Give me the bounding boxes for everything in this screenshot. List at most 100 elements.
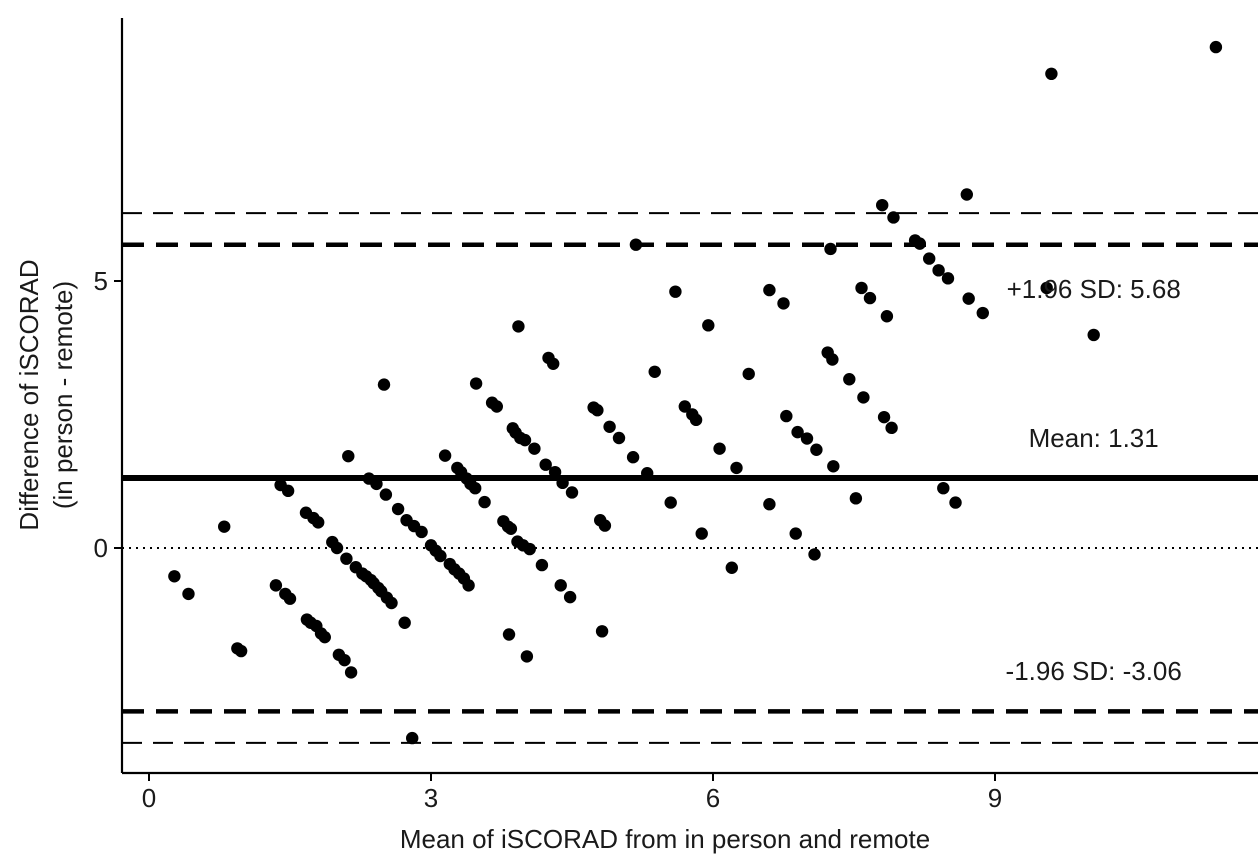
data-point xyxy=(960,188,973,201)
data-point xyxy=(763,498,776,511)
data-point xyxy=(523,542,536,556)
data-point xyxy=(469,377,483,390)
data-point xyxy=(556,476,569,490)
data-point xyxy=(512,320,525,333)
data-point xyxy=(502,628,516,641)
data-point xyxy=(887,211,900,224)
data-point xyxy=(826,353,839,366)
data-point xyxy=(548,465,562,479)
data-point xyxy=(780,409,793,423)
data-point xyxy=(182,587,195,601)
data-point xyxy=(434,549,447,563)
data-point xyxy=(535,558,549,572)
data-point xyxy=(629,238,643,251)
data-point xyxy=(504,522,518,535)
data-point xyxy=(808,548,821,561)
data-point xyxy=(406,731,419,745)
data-point xyxy=(539,458,552,471)
x-tick-label: 0 xyxy=(142,783,156,813)
data-point xyxy=(876,198,889,212)
data-point xyxy=(789,527,802,540)
data-point xyxy=(554,579,567,592)
x-tick-label: 3 xyxy=(424,783,438,813)
data-points xyxy=(168,40,1223,745)
y-axis-title-line-2: (in person - remote) xyxy=(48,281,78,509)
data-point xyxy=(641,467,654,480)
data-point xyxy=(269,579,283,592)
data-point xyxy=(391,502,405,516)
data-point xyxy=(312,516,325,529)
data-point xyxy=(669,285,682,298)
annotation-1: +1.96 SD: 5.68 xyxy=(1007,274,1181,304)
y-axis-title: Difference of iSCORAD (in person - remot… xyxy=(14,259,78,530)
data-point xyxy=(827,460,840,473)
data-point xyxy=(857,391,870,404)
data-point xyxy=(800,432,814,445)
data-point xyxy=(626,451,640,464)
data-point xyxy=(462,579,475,592)
data-point xyxy=(318,630,331,644)
data-point xyxy=(565,486,579,499)
data-point xyxy=(612,431,626,445)
data-point xyxy=(702,319,715,332)
data-point xyxy=(730,461,743,475)
y-tick-label: 0 xyxy=(94,533,108,563)
data-point xyxy=(932,264,945,277)
data-point xyxy=(885,421,898,435)
data-point xyxy=(234,644,248,658)
data-point xyxy=(168,570,181,583)
data-point xyxy=(415,525,428,539)
data-point xyxy=(281,484,295,498)
data-point xyxy=(763,283,776,297)
reference-lines xyxy=(122,212,1258,744)
data-point xyxy=(283,592,297,605)
data-point xyxy=(791,425,804,439)
data-point xyxy=(937,481,950,495)
data-point xyxy=(377,378,391,391)
data-point xyxy=(1045,67,1058,81)
axes xyxy=(120,18,1258,775)
data-point xyxy=(855,281,868,295)
data-point xyxy=(976,306,989,320)
data-point xyxy=(824,242,837,256)
data-point xyxy=(678,400,691,413)
x-axis-title: Mean of iSCORAD from in person and remot… xyxy=(400,824,930,854)
data-point xyxy=(810,443,823,456)
data-point xyxy=(863,291,877,305)
data-point xyxy=(949,496,962,509)
data-point xyxy=(664,496,677,509)
data-point xyxy=(648,365,661,378)
data-point xyxy=(913,237,926,250)
data-point xyxy=(330,541,344,555)
data-point xyxy=(370,477,383,491)
data-point xyxy=(338,653,351,667)
data-point xyxy=(385,596,398,610)
data-point xyxy=(725,561,738,574)
data-point xyxy=(379,488,393,501)
data-point xyxy=(843,373,856,386)
data-point xyxy=(962,292,975,305)
annotation-3: -1.96 SD: -3.06 xyxy=(1006,656,1182,686)
data-point xyxy=(547,357,560,370)
data-point xyxy=(603,420,616,433)
data-point xyxy=(777,297,790,310)
data-point xyxy=(877,410,891,424)
data-point xyxy=(880,310,894,323)
data-point xyxy=(342,449,355,463)
y-axis-title-line-1: Difference of iSCORAD xyxy=(14,259,44,530)
axis-ticks: 0 3 6 9 0 5 xyxy=(94,266,1003,813)
data-point xyxy=(849,492,863,505)
data-point xyxy=(468,481,482,495)
x-tick-label: 6 xyxy=(706,783,720,813)
data-point xyxy=(518,433,532,447)
data-point xyxy=(528,442,541,455)
data-point xyxy=(742,367,755,381)
data-point xyxy=(595,625,609,638)
data-point xyxy=(520,650,534,663)
data-point xyxy=(1040,281,1053,295)
data-point xyxy=(478,495,491,509)
data-point xyxy=(695,527,708,540)
y-tick-label: 5 xyxy=(94,266,108,296)
data-point xyxy=(689,413,703,427)
